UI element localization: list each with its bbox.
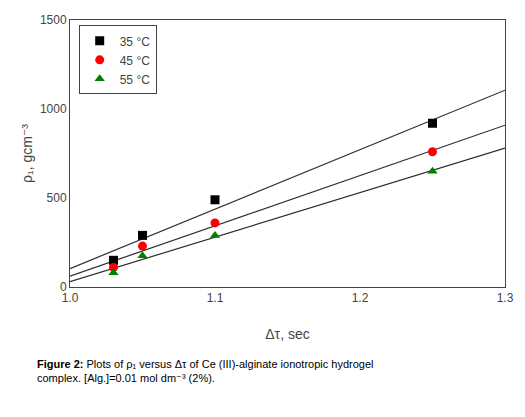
svg-text:1.1: 1.1 <box>207 291 224 305</box>
svg-text:1000: 1000 <box>40 102 67 116</box>
svg-text:ρ₁, gcm⁻³: ρ₁, gcm⁻³ <box>19 124 35 183</box>
svg-text:500: 500 <box>47 191 67 205</box>
svg-text:Figure 2: Plots of ρ₁ versus Δ: Figure 2: Plots of ρ₁ versus Δτ of Ce (I… <box>37 358 374 384</box>
svg-text:35 °C: 35 °C <box>120 35 150 49</box>
svg-text:0: 0 <box>60 280 67 294</box>
svg-text:55 °C: 55 °C <box>120 73 150 87</box>
svg-text:1.2: 1.2 <box>352 291 369 305</box>
svg-text:1.3: 1.3 <box>497 291 514 305</box>
svg-text:1500: 1500 <box>40 13 67 27</box>
svg-text:1.0: 1.0 <box>62 291 79 305</box>
svg-text:Δτ, sec: Δτ, sec <box>265 326 309 342</box>
svg-text:45 °C: 45 °C <box>120 54 150 68</box>
